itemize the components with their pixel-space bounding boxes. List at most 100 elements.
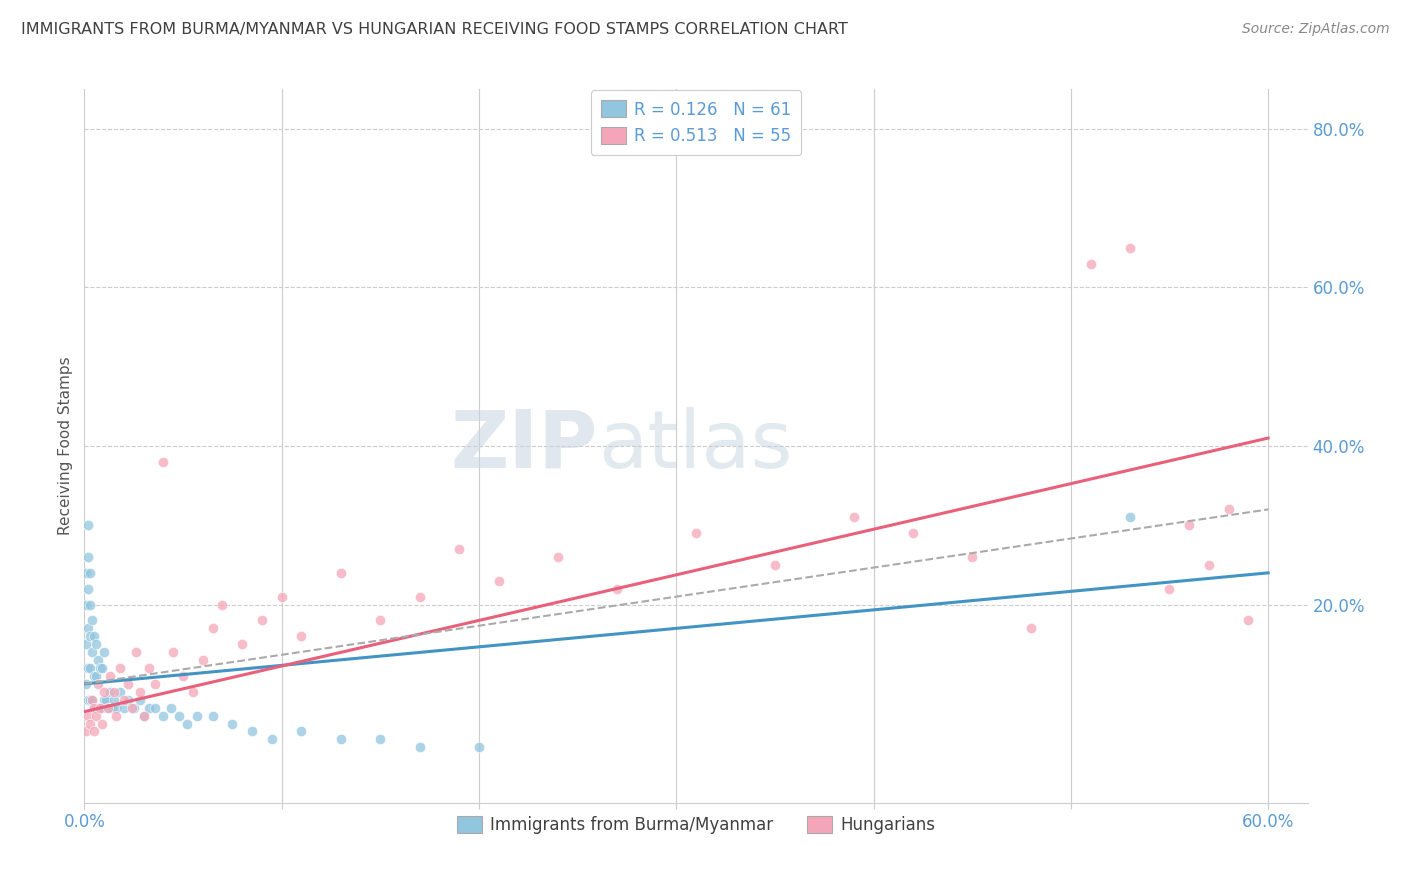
Point xyxy=(79,566,101,580)
Point xyxy=(75,598,97,612)
Point xyxy=(250,614,273,628)
Point xyxy=(201,708,224,723)
Point xyxy=(87,677,110,691)
Point xyxy=(103,685,125,699)
Point xyxy=(368,732,391,747)
Point xyxy=(145,677,167,691)
Point xyxy=(1178,518,1201,533)
Point xyxy=(1159,582,1181,596)
Point xyxy=(101,700,124,714)
Point xyxy=(84,669,107,683)
Point xyxy=(128,685,150,699)
Point xyxy=(84,700,107,714)
Point xyxy=(93,692,115,706)
Point xyxy=(112,700,135,714)
Point xyxy=(79,629,101,643)
Point xyxy=(160,700,183,714)
Point xyxy=(290,629,312,643)
Point xyxy=(138,700,160,714)
Point xyxy=(468,740,491,755)
Point xyxy=(91,661,114,675)
Point xyxy=(172,669,194,683)
Point xyxy=(201,621,224,635)
Point xyxy=(117,677,139,691)
Point xyxy=(162,645,184,659)
Point xyxy=(152,708,174,723)
Point xyxy=(409,740,432,755)
Point xyxy=(91,716,114,731)
Point xyxy=(763,558,786,572)
Point xyxy=(79,692,101,706)
Point xyxy=(1119,241,1142,255)
Point xyxy=(94,692,117,706)
Point xyxy=(77,692,100,706)
Point xyxy=(290,724,312,739)
Text: atlas: atlas xyxy=(598,407,793,485)
Point xyxy=(82,692,104,706)
Point xyxy=(211,598,233,612)
Point xyxy=(1218,502,1240,516)
Point xyxy=(1198,558,1220,572)
Point xyxy=(97,700,120,714)
Point xyxy=(329,732,352,747)
Point xyxy=(138,661,160,675)
Point xyxy=(93,685,115,699)
Point xyxy=(75,677,97,691)
Point xyxy=(98,669,121,683)
Point xyxy=(181,685,204,699)
Point xyxy=(77,708,100,723)
Point xyxy=(488,574,510,588)
Point xyxy=(89,700,111,714)
Point xyxy=(83,629,105,643)
Point xyxy=(82,692,104,706)
Point xyxy=(368,614,391,628)
Point xyxy=(79,598,101,612)
Point xyxy=(409,590,432,604)
Point xyxy=(449,542,471,557)
Point xyxy=(77,549,100,564)
Point xyxy=(167,708,190,723)
Point xyxy=(240,724,263,739)
Point xyxy=(152,455,174,469)
Point xyxy=(606,582,628,596)
Point xyxy=(91,700,114,714)
Point xyxy=(124,645,146,659)
Point xyxy=(1080,257,1102,271)
Point xyxy=(87,700,110,714)
Point xyxy=(83,724,105,739)
Point xyxy=(191,653,214,667)
Point xyxy=(75,566,97,580)
Point xyxy=(103,692,125,706)
Point xyxy=(329,566,352,580)
Point xyxy=(128,692,150,706)
Point xyxy=(132,708,155,723)
Point xyxy=(77,661,100,675)
Text: Source: ZipAtlas.com: Source: ZipAtlas.com xyxy=(1241,22,1389,37)
Legend: Immigrants from Burma/Myanmar, Hungarians: Immigrants from Burma/Myanmar, Hungarian… xyxy=(447,806,945,845)
Point xyxy=(108,685,131,699)
Point xyxy=(79,716,101,731)
Point xyxy=(186,708,208,723)
Point xyxy=(117,692,139,706)
Point xyxy=(270,590,292,604)
Point xyxy=(112,692,135,706)
Point xyxy=(104,700,127,714)
Point xyxy=(75,637,97,651)
Point xyxy=(89,700,111,714)
Point xyxy=(121,700,143,714)
Point xyxy=(260,732,283,747)
Point xyxy=(77,518,100,533)
Point xyxy=(83,700,105,714)
Point xyxy=(82,645,104,659)
Text: ZIP: ZIP xyxy=(451,407,598,485)
Point xyxy=(176,716,198,731)
Point xyxy=(79,661,101,675)
Point xyxy=(1021,621,1043,635)
Point xyxy=(145,700,167,714)
Point xyxy=(901,526,924,541)
Point xyxy=(221,716,243,731)
Point xyxy=(97,700,120,714)
Point xyxy=(77,621,100,635)
Point xyxy=(75,724,97,739)
Text: IMMIGRANTS FROM BURMA/MYANMAR VS HUNGARIAN RECEIVING FOOD STAMPS CORRELATION CHA: IMMIGRANTS FROM BURMA/MYANMAR VS HUNGARI… xyxy=(21,22,848,37)
